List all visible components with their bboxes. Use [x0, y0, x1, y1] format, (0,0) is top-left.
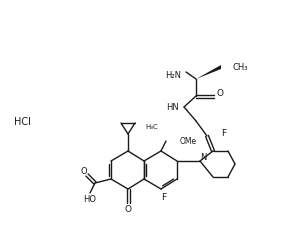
Text: F: F [221, 129, 226, 138]
Text: OMe: OMe [180, 136, 197, 145]
Text: N: N [200, 152, 206, 161]
Text: O: O [217, 88, 223, 97]
Text: HO: HO [84, 195, 97, 204]
Text: HCl: HCl [14, 116, 31, 126]
Polygon shape [196, 66, 221, 80]
Text: H₂N: H₂N [165, 70, 181, 79]
Text: CH₃: CH₃ [232, 63, 248, 72]
Text: H₃C: H₃C [145, 124, 158, 130]
Text: O: O [81, 167, 87, 176]
Text: HN: HN [166, 103, 179, 112]
Text: O: O [125, 205, 132, 214]
Text: F: F [162, 193, 166, 202]
